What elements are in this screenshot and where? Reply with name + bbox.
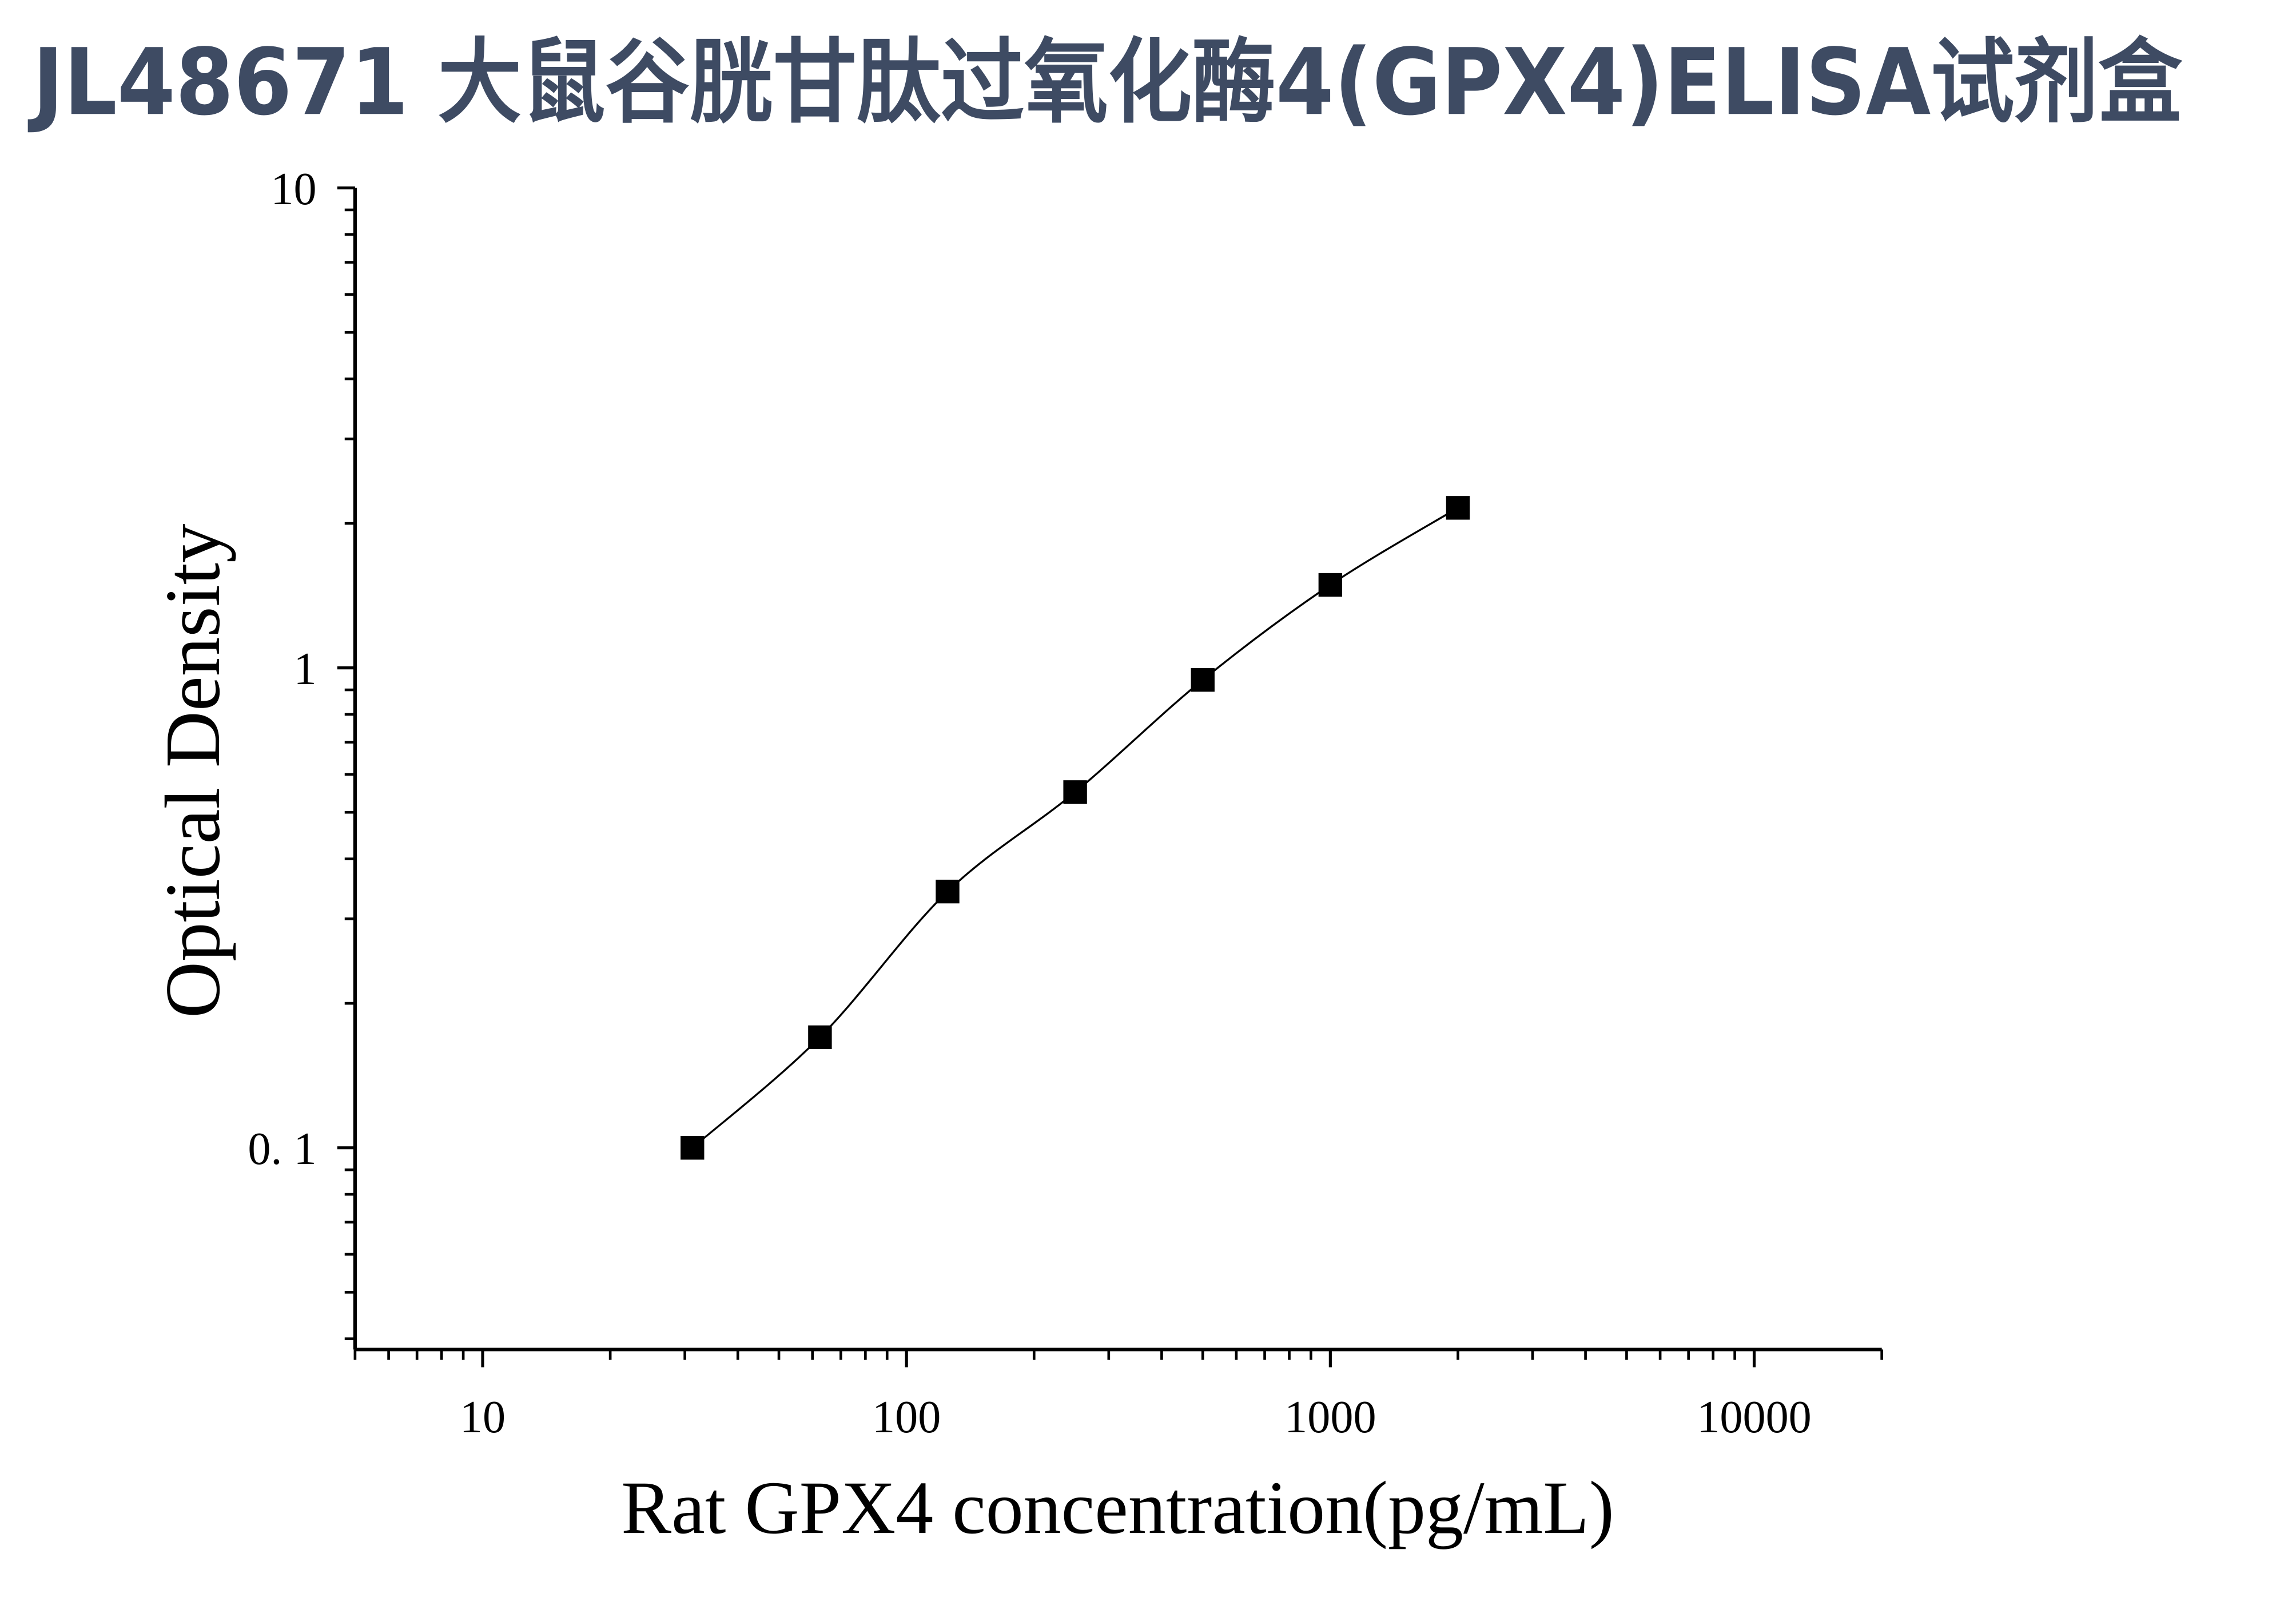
x-tick-label: 1000 — [1284, 1392, 1376, 1443]
data-point-marker — [681, 1136, 705, 1160]
x-tick-label: 100 — [872, 1392, 941, 1443]
x-axis-label: Rat GPX4 concentration(pg/mL) — [621, 1465, 1614, 1550]
x-tick-label: 10 — [460, 1392, 506, 1443]
data-point-marker — [1063, 780, 1087, 804]
x-tick-label: 10000 — [1697, 1392, 1811, 1443]
data-point-marker — [808, 1025, 832, 1050]
plot-area: 0. 1 1 10 10 100 1000 10000 — [248, 164, 1883, 1443]
data-point-marker — [936, 879, 960, 904]
y-axis-label: Optical Density — [149, 523, 236, 1018]
page-title: JL48671 大鼠谷胱甘肽过氧化酶4(GPX4)ELISA试剂盒 — [28, 29, 2183, 136]
data-point-marker — [1446, 496, 1470, 520]
y-tick-label: 1 — [294, 644, 317, 694]
y-tick-label: 10 — [270, 164, 316, 214]
y-tick-label: 0. 1 — [248, 1124, 316, 1174]
data-point-marker — [1318, 573, 1343, 597]
data-point-marker — [1191, 668, 1215, 692]
